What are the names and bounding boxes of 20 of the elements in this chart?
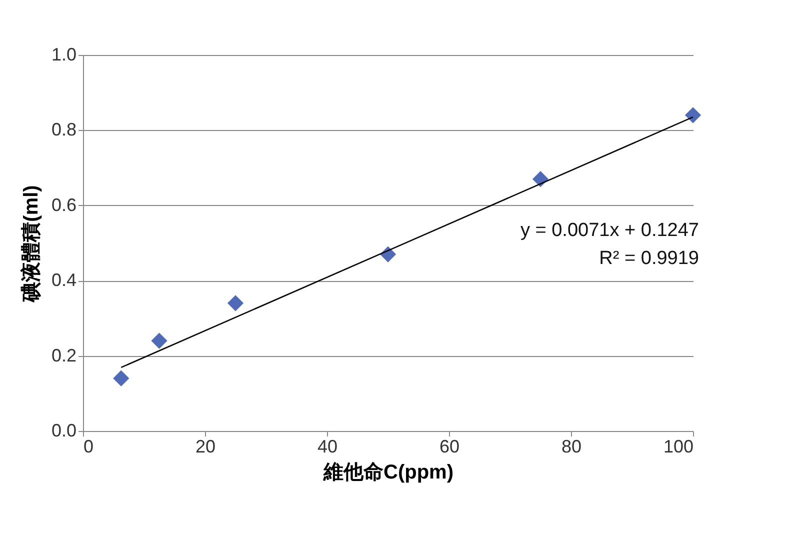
annotation: y = 0.0071x + 0.1247 [520,220,699,241]
x-tick-label: 60 [439,436,460,456]
x-tick-label: 80 [561,436,582,456]
annotation: R² = 0.9919 [599,248,699,270]
point [227,295,244,312]
point [151,332,168,349]
x-tick-label: 40 [317,436,338,456]
point [113,370,130,386]
x-tick-label: 20 [195,436,216,456]
y-tick-label: 0.6 [51,194,76,215]
x-tick-label: 0 [84,436,94,456]
point [684,107,702,124]
x-tick-label: 100 [663,436,694,456]
y-tick-label: 0.0 [51,420,76,440]
y-axis-title: 碘液體積(ml) [19,185,42,303]
y-tick-label: 0.2 [51,345,76,366]
x-axis-title: 維他命C(ppm) [322,462,454,484]
y-tick-label: 1.0 [51,44,76,64]
y-tick-label: 0.4 [51,270,76,290]
y-tick-label: 0.8 [51,120,76,140]
